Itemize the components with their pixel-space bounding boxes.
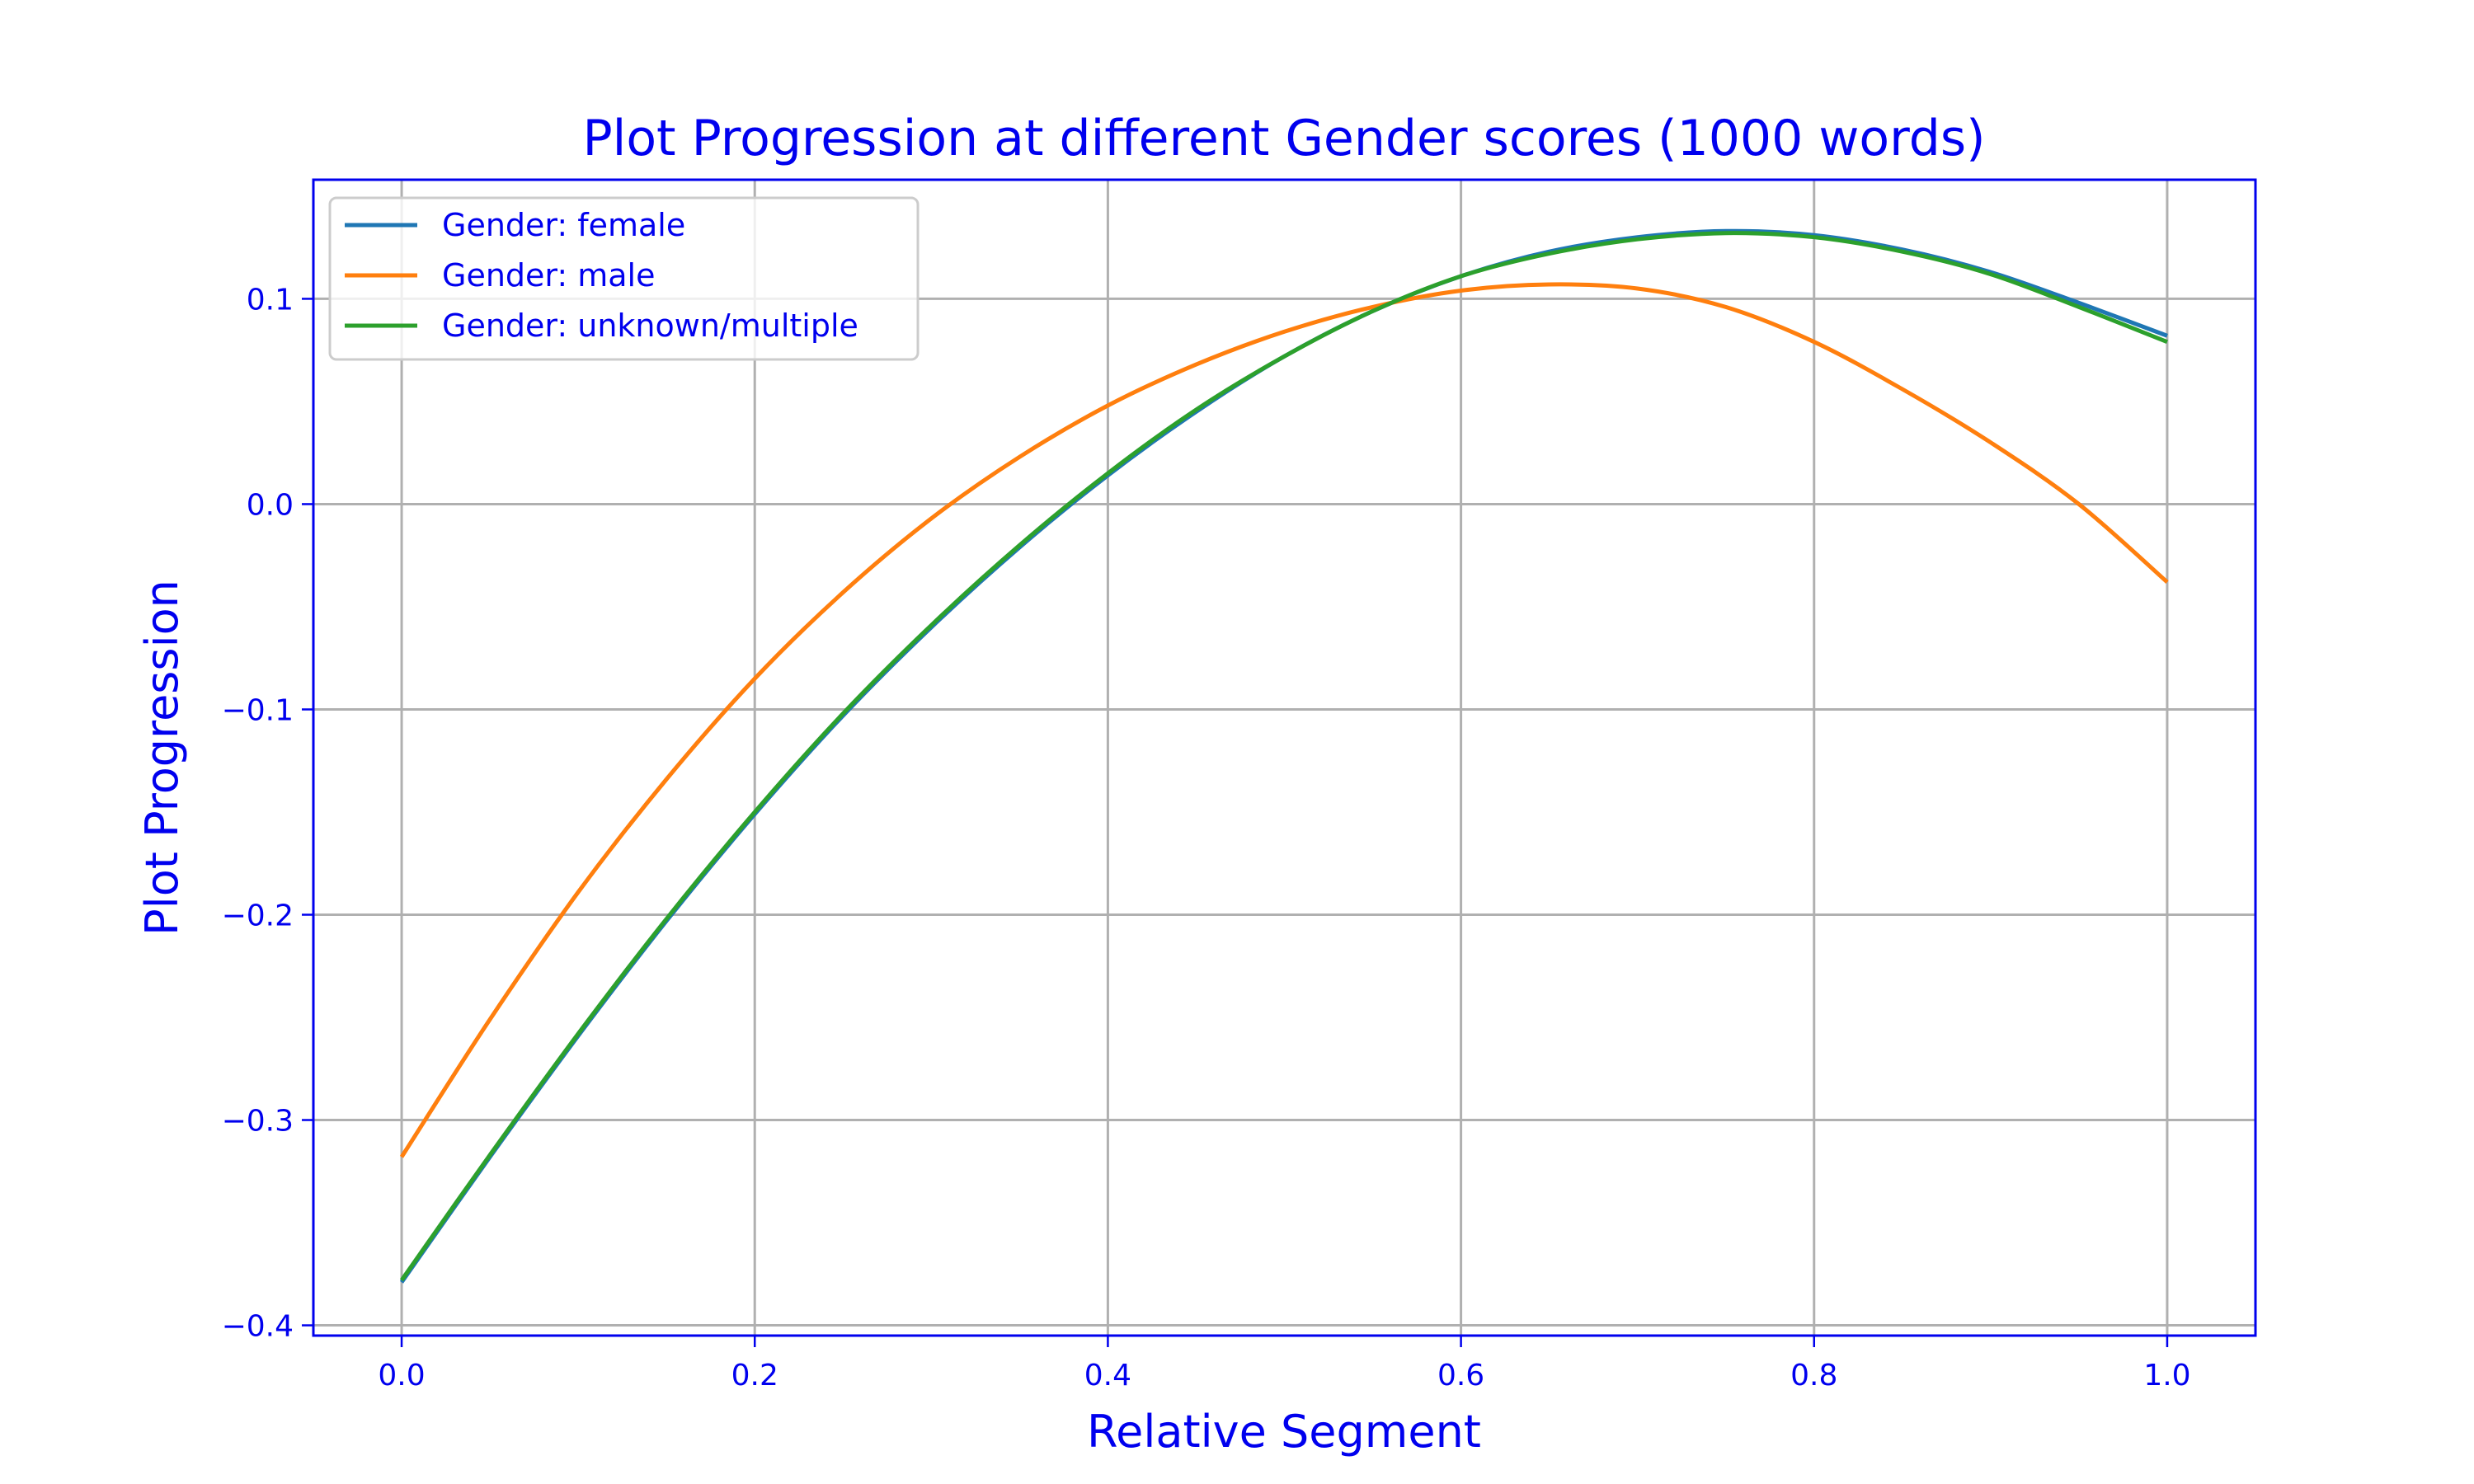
legend: Gender: female Gender: male Gender: unknow… [328,196,920,361]
x-axis-label: Relative Segment [1087,1406,1481,1458]
grid [313,180,2255,1336]
x-tick-label: 0.0 [378,1359,425,1392]
series-layer [399,228,2169,1284]
x-axis: 0.0 0.2 0.4 0.6 0.8 1.0 [378,1336,2191,1392]
y-axis: 0.1 0.0 −0.1 −0.2 −0.3 −0.4 [222,283,313,1344]
y-tick-label: −0.1 [222,693,294,727]
y-tick-label: 0.1 [247,283,294,317]
x-tick-label: 0.8 [1790,1359,1837,1392]
legend-label-gender-male: Gender: male [442,257,656,294]
legend-label-gender-female: Gender: female [442,207,685,243]
y-tick-label: 0.0 [247,488,294,522]
y-tick-label: −0.3 [222,1105,294,1139]
plot-frame [312,178,2257,1337]
x-tick-label: 0.2 [731,1359,778,1392]
y-tick-label: −0.4 [222,1310,294,1344]
legend-frame [328,196,920,361]
x-tick-label: 0.4 [1084,1359,1131,1392]
y-tick-label: −0.2 [222,899,294,933]
x-tick-label: 1.0 [2143,1359,2190,1392]
series-line-gender-unknown-multiple [399,231,2168,1282]
x-tick-label: 0.6 [1437,1359,1484,1392]
legend-label-gender-unknown-multiple: Gender: unknown/multiple [442,308,858,344]
chart-title: Plot Progression at different Gender sco… [582,110,1985,167]
series-line-gender-male [399,282,2169,1158]
y-axis-label: Plot Progression [136,580,188,936]
